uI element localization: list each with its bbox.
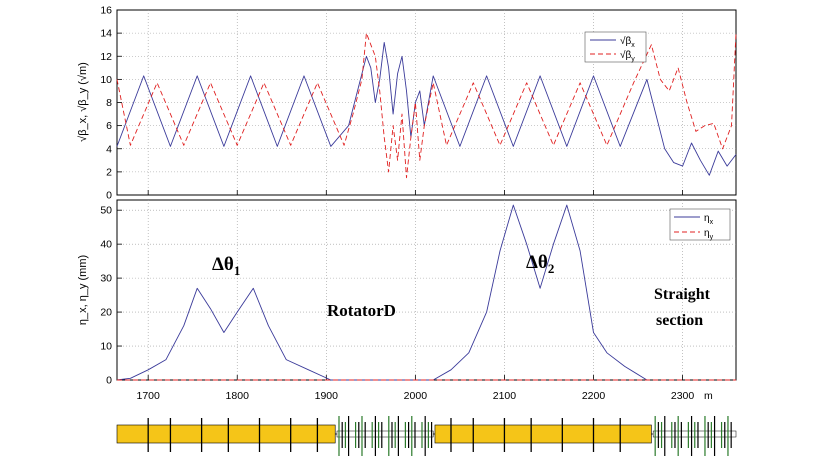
- x-tick-label: 2000: [404, 390, 428, 402]
- legend-etax-label: ηx: [704, 213, 714, 226]
- top-legend-box: [584, 31, 647, 63]
- y-tick-label: 0: [106, 190, 112, 202]
- annotation-dtheta2: Δθ2: [526, 252, 554, 276]
- x-tick-label: 1900: [315, 390, 339, 402]
- annotation-section: section: [656, 312, 703, 329]
- bottom-grid: [117, 200, 736, 380]
- x-unit-label: m: [704, 390, 713, 402]
- y-tick-label: 4: [106, 143, 112, 155]
- legend-bx-text: √β: [620, 35, 631, 47]
- y-tick-label: 12: [100, 51, 112, 63]
- top-legend: √βx √βy: [584, 31, 647, 63]
- annotation-rotator: RotatorD: [327, 301, 396, 320]
- legend-by-label: √βy: [620, 49, 635, 63]
- annotation-dtheta1: Δθ1: [212, 254, 240, 278]
- y-tick-label: 14: [100, 28, 112, 40]
- annotation-dtheta1-text: Δθ: [212, 254, 234, 275]
- y-tick-label: 30: [100, 273, 112, 285]
- y-tick-label: 10: [100, 341, 112, 353]
- y-tick-label: 20: [100, 307, 112, 319]
- bottom-y-axis-label: η_x, η_y (mm): [77, 255, 89, 325]
- x-tick-label: 2100: [493, 390, 517, 402]
- top-series: [116, 32, 737, 179]
- legend-etax-text: η: [704, 213, 710, 224]
- x-tick-label: 1800: [226, 390, 250, 402]
- annotation-straight: Straight: [654, 286, 711, 303]
- annotation-dtheta2-sub: 2: [548, 261, 555, 276]
- legend-bx-sub: x: [631, 42, 635, 49]
- bottom-x-ticks: 1700 1800 1900 2000 2100 2200 2300: [136, 390, 694, 402]
- x-tick-label: 2200: [582, 390, 606, 402]
- lattice-dipole: [116, 424, 336, 444]
- series-line-by: [116, 32, 737, 179]
- y-tick-label: 8: [106, 97, 112, 109]
- y-tick-label: 2: [106, 166, 112, 178]
- bottom-plot-frame: [116, 199, 737, 381]
- legend-etay-text: η: [704, 228, 710, 239]
- annotation-dtheta1-sub: 1: [234, 263, 241, 278]
- y-tick-label: 50: [100, 205, 112, 217]
- bottom-panel: 0 10 20 30 40 50 1700 1800 1900 2000 2100 2200 2300…: [77, 199, 737, 402]
- top-y-ticks: 0 2 4 6 8 10 12 14 16: [100, 5, 122, 202]
- legend-by-sub: y: [631, 56, 635, 63]
- lattice-strip: [116, 416, 737, 456]
- legend-etay-sub: y: [710, 234, 714, 241]
- y-tick-label: 10: [100, 74, 112, 86]
- lattice-drift: [336, 430, 434, 438]
- top-y-axis-label: √β_x, √β_y (√m): [77, 62, 89, 142]
- y-tick-label: 16: [100, 5, 112, 17]
- y-tick-label: 6: [106, 120, 112, 132]
- x-tick-label: 1700: [136, 390, 160, 402]
- x-tick-label: 2300: [671, 390, 695, 402]
- legend-by-text: √β: [620, 49, 631, 61]
- bottom-legend-box: [669, 208, 731, 241]
- annotation-dtheta2-text: Δθ: [526, 252, 548, 273]
- y-tick-label: 0: [106, 375, 112, 387]
- bottom-series: [116, 204, 736, 381]
- legend-etax-sub: x: [710, 219, 714, 226]
- legend-bx-label: √βx: [620, 35, 635, 49]
- legend-etay-label: ηy: [704, 228, 714, 241]
- lattice-dipole: [434, 424, 652, 444]
- y-tick-label: 40: [100, 239, 112, 251]
- bottom-legend: ηx ηy: [669, 208, 731, 241]
- bottom-y-ticks: 0 10 20 30 40 50: [100, 205, 122, 387]
